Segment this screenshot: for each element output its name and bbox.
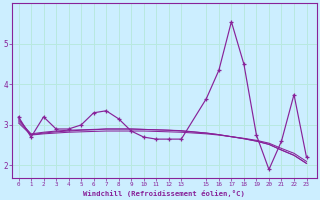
X-axis label: Windchill (Refroidissement éolien,°C): Windchill (Refroidissement éolien,°C) — [84, 190, 245, 197]
